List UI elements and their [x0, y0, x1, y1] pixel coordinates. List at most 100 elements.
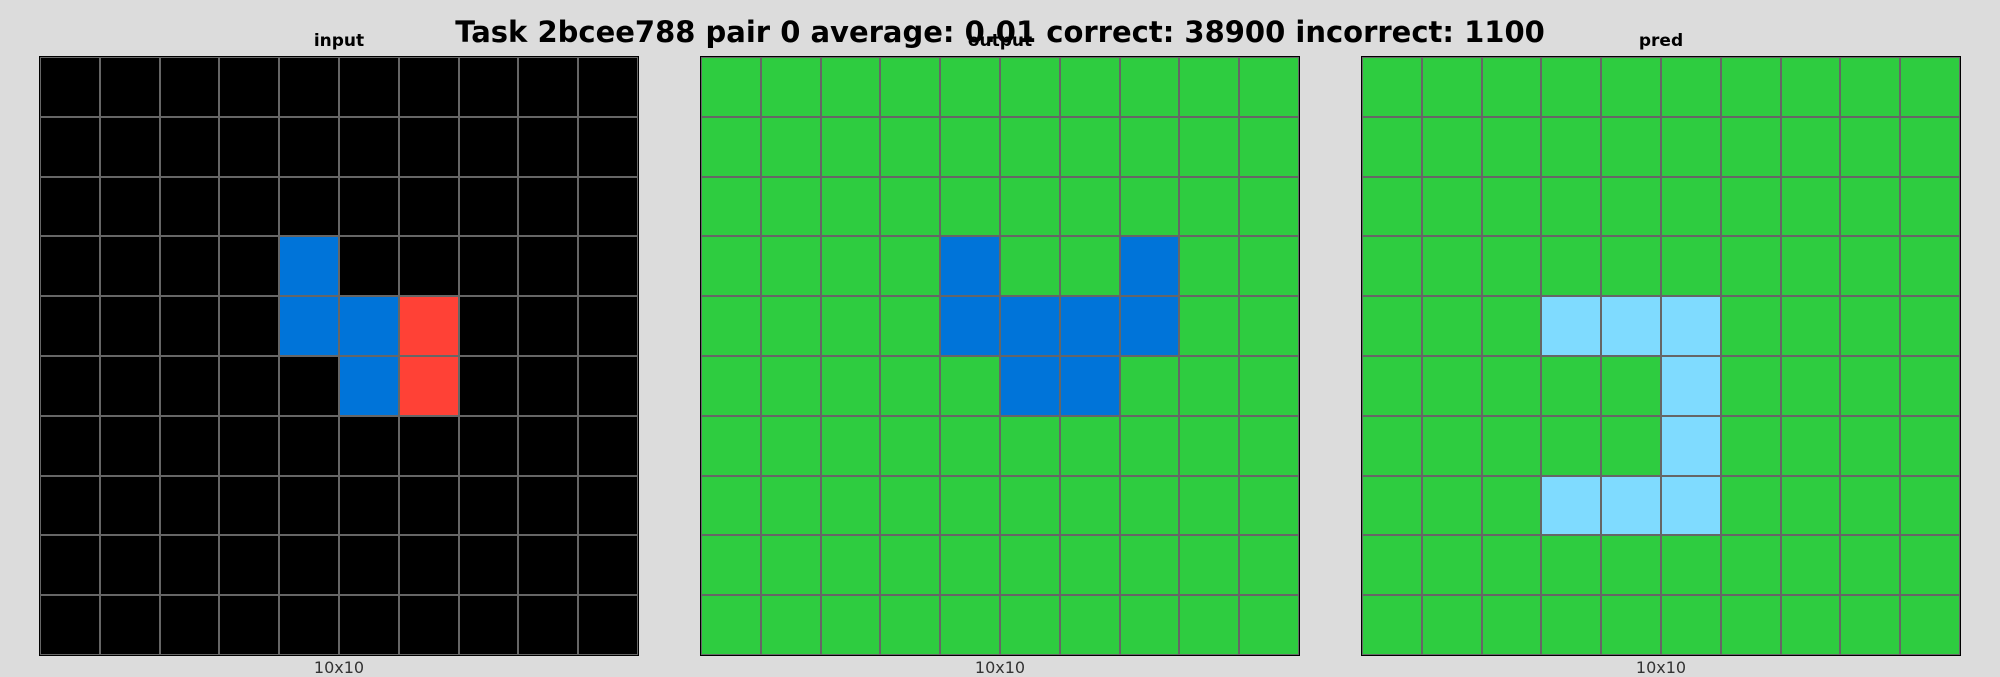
grid-cell — [518, 116, 579, 177]
grid-cell — [1179, 535, 1240, 596]
grid-cell — [279, 415, 339, 476]
grid-cell — [398, 415, 459, 476]
grid-cell — [1239, 595, 1299, 655]
grid-cell — [1660, 236, 1721, 297]
grid-cell — [1660, 57, 1721, 117]
grid-cell — [578, 116, 638, 177]
grid-cell — [1421, 355, 1482, 416]
grid-cell — [1720, 415, 1781, 476]
grid-cell — [458, 595, 519, 655]
grid-cell — [999, 355, 1060, 416]
grid-cell — [518, 236, 579, 297]
grid-size-caption: 10x10 — [974, 658, 1026, 677]
grid-cell — [1481, 296, 1542, 356]
grid-cell — [760, 116, 821, 177]
grid-cell — [1362, 296, 1422, 356]
grid-cell — [999, 535, 1060, 596]
grid-cell — [1601, 535, 1661, 596]
grid-cell — [1059, 355, 1120, 416]
grid-cell — [578, 176, 638, 237]
grid-cell — [1362, 595, 1422, 655]
grid-cell — [1660, 595, 1721, 655]
grid-cell — [1239, 176, 1299, 237]
grid-cell — [1601, 355, 1661, 416]
grid-cell — [219, 355, 280, 416]
grid-cell — [458, 236, 519, 297]
grid-cell — [940, 236, 1000, 297]
grid-cell — [99, 296, 160, 356]
grid-cell — [1362, 57, 1422, 117]
grid-cell — [820, 236, 881, 297]
grid-cell — [1179, 296, 1240, 356]
grid-cell — [578, 535, 638, 596]
grid-cell — [279, 355, 339, 416]
grid-cell — [338, 415, 399, 476]
grid-cell — [1780, 116, 1841, 177]
grid-cell — [40, 535, 100, 596]
grid-cell — [1179, 475, 1240, 536]
grid-cell — [99, 535, 160, 596]
grid-cell — [880, 296, 941, 356]
panel-output: output 10x10 — [700, 0, 1300, 676]
grid-cell — [1900, 595, 1960, 655]
grid-cell — [1720, 475, 1781, 536]
grid-cell — [1900, 176, 1960, 237]
grid-cell — [1541, 176, 1602, 237]
grid-cell — [1660, 296, 1721, 356]
grid-cell — [880, 535, 941, 596]
grid-cell — [1900, 116, 1960, 177]
grid-cell — [518, 595, 579, 655]
grid-cell — [760, 415, 821, 476]
grid-cell — [518, 176, 579, 237]
grid-cell — [40, 415, 100, 476]
figure-title: Task 2bcee788 pair 0 average: 0.01 corre… — [455, 15, 1545, 49]
grid-cell — [1421, 535, 1482, 596]
grid-cell — [1660, 355, 1721, 416]
grid-cell — [279, 116, 339, 177]
grid-cell — [701, 355, 761, 416]
grid-cell — [1179, 176, 1240, 237]
grid-cell — [1780, 415, 1841, 476]
grid-cell — [578, 236, 638, 297]
grid-cell — [1601, 415, 1661, 476]
grid-cell — [1239, 296, 1299, 356]
grid-cell — [159, 475, 220, 536]
grid-cell — [518, 355, 579, 416]
grid-cell — [760, 475, 821, 536]
grid-cell — [701, 116, 761, 177]
grid-cell — [1119, 475, 1180, 536]
grid-cell — [1059, 415, 1120, 476]
grid-cell — [1840, 595, 1901, 655]
grid-cell — [1780, 57, 1841, 117]
grid-cell — [1362, 415, 1422, 476]
grid-cell — [1481, 236, 1542, 297]
grid-cell — [1421, 236, 1482, 297]
grid-cell — [820, 176, 881, 237]
grid-cell — [1840, 57, 1901, 117]
grid-cell — [159, 296, 220, 356]
grid-cell — [40, 57, 100, 117]
grid-cell — [458, 355, 519, 416]
grid-cell — [999, 415, 1060, 476]
grid-cell — [219, 116, 280, 177]
grid-cell — [338, 535, 399, 596]
grid-cell — [159, 236, 220, 297]
grid-cell — [99, 236, 160, 297]
grid-cell — [1541, 296, 1602, 356]
grid-cell — [1059, 296, 1120, 356]
grid-cell — [1660, 475, 1721, 536]
grid-cell — [219, 535, 280, 596]
grid-cell — [940, 57, 1000, 117]
grid-cell — [1119, 535, 1180, 596]
grid-cell — [1720, 116, 1781, 177]
grid-cell — [398, 176, 459, 237]
grid-cell — [1900, 535, 1960, 596]
grid-cell — [880, 595, 941, 655]
grid-cell — [279, 236, 339, 297]
grid-cell — [1059, 176, 1120, 237]
grid-cell — [1362, 176, 1422, 237]
grid-cell — [1239, 475, 1299, 536]
grid-cell — [338, 176, 399, 237]
grid-cell — [1780, 236, 1841, 297]
grid-cell — [578, 296, 638, 356]
